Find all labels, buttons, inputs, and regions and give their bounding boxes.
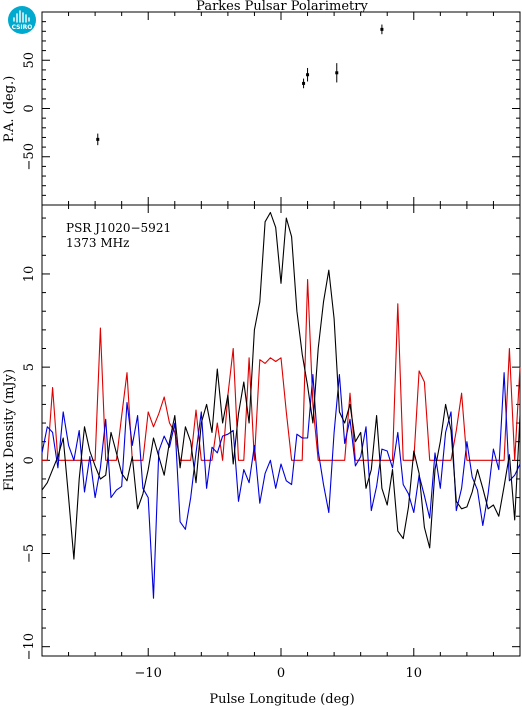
flux-ticks: −10 0 10 −10 −5 0 5 10: [22, 205, 521, 681]
flux-ytick-label: −10: [22, 633, 37, 660]
flux-xlabel: Pulse Longitude (deg): [209, 692, 354, 707]
flux-axes-frame: [41, 204, 521, 657]
flux-series-line: [41, 372, 521, 599]
chart-title: Parkes Pulsar Polarimetry: [196, 0, 368, 14]
flux-series-line: [41, 211, 521, 560]
flux-ytick-label: 5: [22, 363, 37, 371]
flux-xtick-label: 10: [406, 666, 423, 681]
pa-point: [335, 71, 339, 75]
flux-ylabel: Flux Density (mJy): [2, 369, 17, 491]
pa-ticks: −50 0 50: [22, 12, 521, 205]
flux-series: [41, 211, 521, 599]
flux-series-line: [42, 278, 521, 461]
pulsar-name-annotation: PSR J1020−5921: [66, 221, 171, 235]
pa-points: [96, 24, 384, 146]
pa-ytick-label: 50: [22, 52, 37, 69]
pa-point: [380, 27, 384, 31]
position-angle-panel: Parkes Pulsar Polarimetry −50 0 50 P.A. (d…: [2, 0, 521, 206]
pa-axes-frame: [41, 11, 521, 206]
pa-point: [302, 81, 306, 85]
flux-ytick-label: 10: [22, 266, 37, 283]
pa-ytick-label: 0: [22, 104, 37, 112]
flux-xtick-label: 0: [277, 666, 285, 681]
pa-ylabel: P.A. (deg.): [2, 76, 17, 143]
pa-ytick-label: −50: [22, 143, 37, 170]
flux-xtick-label: −10: [135, 666, 162, 681]
pa-point: [96, 137, 100, 141]
pa-point: [306, 73, 310, 77]
flux-ytick-label: 0: [22, 456, 37, 464]
csiro-logo: CSIRO: [8, 6, 36, 34]
svg-text:CSIRO: CSIRO: [12, 24, 33, 31]
flux-ytick-label: −5: [22, 544, 37, 563]
frequency-annotation: 1373 MHz: [66, 236, 129, 250]
